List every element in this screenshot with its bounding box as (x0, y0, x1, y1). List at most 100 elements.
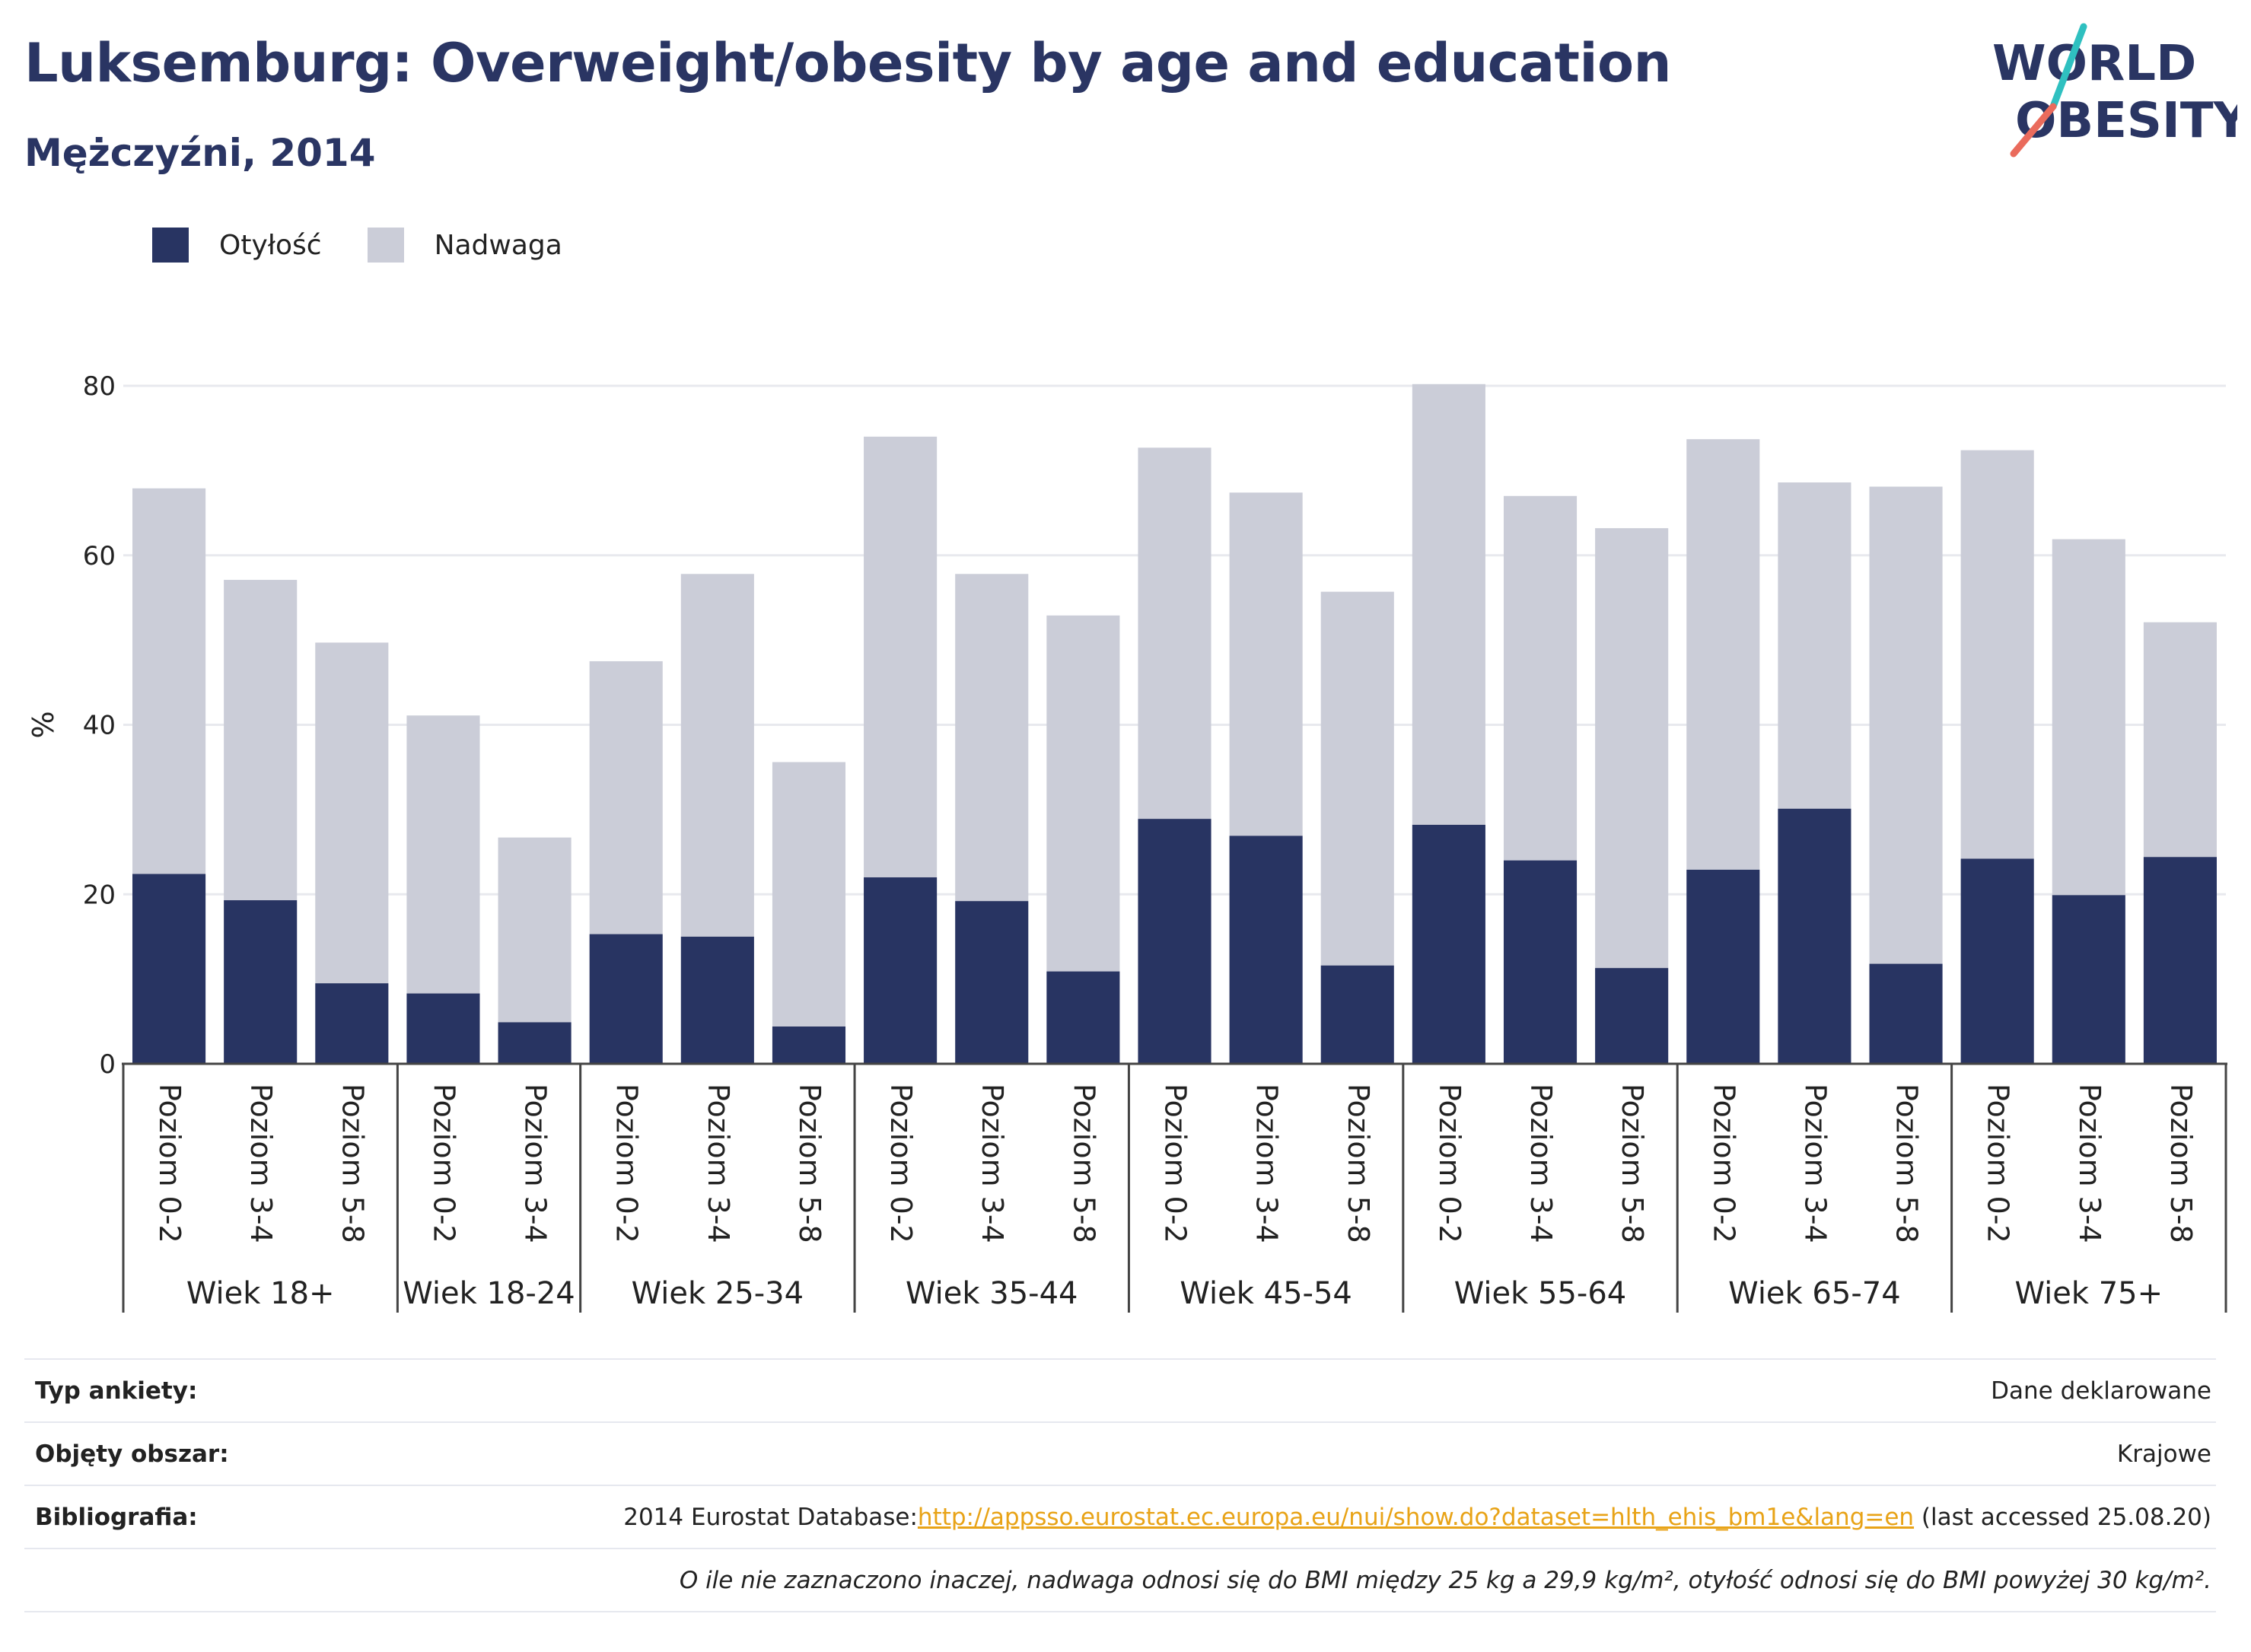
bar-obesity (1229, 836, 1303, 1064)
y-tick-label: 40 (83, 711, 116, 741)
x-category-label: Poziom 0-2 (884, 1084, 918, 1243)
x-group-label: Wiek 75+ (2014, 1276, 2163, 1311)
bar-overweight (1778, 482, 1851, 809)
bar-obesity (406, 993, 480, 1064)
info-row-bibliography: Bibliografia: 2014 Eurostat Database:htt… (24, 1485, 2216, 1548)
bar-overweight (1869, 486, 1943, 964)
bar-overweight (224, 580, 298, 901)
x-category-label: Poziom 5-8 (1067, 1084, 1100, 1243)
bar-obesity (1138, 819, 1211, 1064)
y-tick-label: 20 (83, 880, 116, 910)
bibliography-prefix: 2014 Eurostat Database: (623, 1503, 918, 1531)
bar-obesity (1412, 824, 1485, 1064)
bar-obesity (2052, 895, 2125, 1064)
y-tick-label: 0 (99, 1049, 116, 1080)
bar-overweight (1686, 439, 1760, 870)
bar-overweight (1595, 528, 1669, 969)
survey-type-label: Typ ankiety: (35, 1377, 198, 1405)
bar-overweight (1960, 450, 2034, 859)
x-group-label: Wiek 55-64 (1454, 1276, 1627, 1311)
bar-overweight (2143, 622, 2217, 858)
legend-label-overweight: Nadwaga (434, 229, 562, 261)
bar-overweight (132, 488, 206, 874)
bar-obesity (955, 901, 1029, 1064)
y-tick-label: 80 (83, 371, 116, 402)
bar-overweight (315, 642, 389, 984)
coverage-label: Objęty obszar: (35, 1440, 229, 1468)
bar-obesity (132, 874, 206, 1064)
y-axis-label: % (27, 711, 60, 738)
bar-obesity (589, 934, 663, 1064)
legend: Otyłość Nadwaga (152, 225, 608, 265)
chart-subtitle: Mężczyźni, 2014 (24, 131, 376, 175)
bar-obesity (1960, 858, 2034, 1064)
bar-overweight (498, 837, 572, 1023)
bibliography-value: 2014 Eurostat Database:http://appsso.eur… (623, 1504, 2211, 1531)
info-row-survey-type: Typ ankiety: Dane deklarowane (24, 1358, 2216, 1421)
bar-obesity (1046, 971, 1120, 1064)
bibliography-label: Bibliografia: (35, 1503, 198, 1531)
x-category-label: Poziom 0-2 (153, 1084, 186, 1243)
bar-overweight (1138, 447, 1211, 820)
bibliography-suffix: (last accessed 25.08.20) (1914, 1503, 2211, 1531)
bar-overweight (589, 660, 663, 934)
x-category-label: Poziom 3-4 (702, 1084, 735, 1243)
legend-label-obesity: Otyłość (219, 229, 322, 261)
bar-overweight (1229, 492, 1303, 836)
info-table: Typ ankiety: Dane deklarowane Objęty obs… (24, 1358, 2216, 1612)
x-group-label: Wiek 18+ (186, 1276, 335, 1311)
legend-swatch-obesity (152, 228, 189, 263)
x-group-label: Wiek 18-24 (403, 1276, 575, 1311)
x-category-label: Poziom 3-4 (1524, 1084, 1558, 1243)
x-category-label: Poziom 5-8 (2164, 1084, 2198, 1243)
bar-obesity (1686, 869, 1760, 1064)
legend-swatch-overweight (367, 228, 404, 263)
bar-obesity (315, 983, 389, 1064)
world-obesity-logo: WORLD OBESITY (1992, 23, 2237, 158)
logo-slash-coral (2010, 103, 2057, 158)
x-group-label: Wiek 45-54 (1180, 1276, 1352, 1311)
bar-obesity (1595, 968, 1669, 1064)
x-category-label: Poziom 0-2 (1159, 1084, 1192, 1243)
legend-item-overweight: Nadwaga (367, 228, 562, 263)
info-row-note: O ile nie zaznaczono inaczej, nadwaga od… (24, 1548, 2216, 1612)
logo-line-1: WORLD (1992, 36, 2196, 92)
x-category-label: Poziom 0-2 (427, 1084, 460, 1243)
bar-overweight (1320, 591, 1394, 966)
bar-obesity (864, 877, 938, 1064)
bar-obesity (1503, 860, 1578, 1064)
bibliography-link[interactable]: http://appsso.eurostat.ec.europa.eu/nui/… (917, 1503, 1915, 1531)
x-category-label: Poziom 3-4 (244, 1084, 278, 1243)
x-category-label: Poziom 3-4 (519, 1084, 552, 1243)
bar-overweight (955, 574, 1029, 902)
bar-obesity (772, 1026, 846, 1064)
bar-obesity (680, 936, 754, 1064)
info-row-coverage: Objęty obszar: Krajowe (24, 1421, 2216, 1485)
coverage-value: Krajowe (2116, 1440, 2211, 1468)
bar-obesity (498, 1022, 572, 1064)
x-group-label: Wiek 65-74 (1728, 1276, 1901, 1311)
bar-obesity (1869, 963, 1943, 1064)
x-category-label: Poziom 5-8 (1342, 1084, 1375, 1243)
bar-overweight (864, 436, 938, 877)
x-category-label: Poziom 5-8 (336, 1084, 369, 1243)
bar-overweight (772, 762, 846, 1027)
x-category-label: Poziom 5-8 (793, 1084, 826, 1243)
bar-obesity (2143, 857, 2217, 1064)
stacked-bar-chart: 0 20 40 60 80% Poziom 0-2 Poziom 3-4 Poziom 5-8… (27, 371, 2227, 1313)
bar-obesity (1320, 965, 1394, 1064)
x-category-label: Poziom 3-4 (2073, 1084, 2106, 1243)
x-group-label: Wiek 25-34 (632, 1276, 804, 1311)
bar-overweight (406, 715, 480, 994)
x-category-label: Poziom 3-4 (976, 1084, 1009, 1243)
x-category-label: Poziom 0-2 (1982, 1084, 2015, 1243)
x-category-label: Poziom 0-2 (1433, 1084, 1466, 1243)
x-category-label: Poziom 0-2 (610, 1084, 644, 1243)
bar-overweight (2052, 539, 2125, 896)
x-category-label: Poziom 0-2 (1707, 1084, 1740, 1243)
bar-obesity (224, 900, 298, 1064)
x-category-label: Poziom 5-8 (1616, 1084, 1649, 1243)
logo-slash-teal (2049, 23, 2087, 110)
y-tick-label: 60 (83, 541, 116, 571)
bar-overweight (1412, 384, 1485, 825)
